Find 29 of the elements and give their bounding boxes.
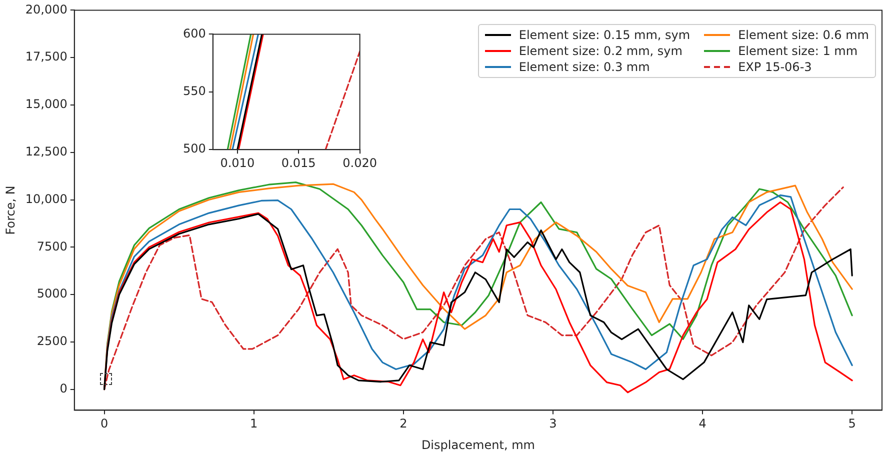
y-tick-label: 12,500	[25, 144, 68, 159]
legend-label: Element size: 0.2 mm, sym	[518, 44, 682, 58]
y-tick-label: 20,000	[25, 2, 68, 16]
y-tick-label: 15,000	[25, 97, 68, 112]
y-tick-label: 7500	[36, 239, 68, 254]
y-tick-label: 5000	[36, 286, 68, 301]
x-tick-label: 4	[698, 416, 706, 431]
x-tick-label: 0.020	[342, 156, 378, 170]
y-tick-label: 17,500	[25, 50, 68, 64]
x-tick-label: 3	[549, 416, 557, 431]
x-tick-label: 0	[100, 416, 108, 431]
y-axis-title: Force, N	[3, 186, 18, 235]
y-tick-label: 2500	[36, 334, 68, 348]
legend-label: Element size: 1 mm	[738, 44, 858, 58]
x-tick-label: 5	[848, 416, 856, 431]
y-tick-label: 0	[60, 381, 68, 396]
y-tick-label: 10,000	[25, 192, 68, 206]
x-tick-label: 0.015	[281, 156, 316, 170]
x-tick-label: 0.010	[220, 156, 255, 170]
legend-label: Element size: 0.3 mm	[518, 60, 650, 74]
x-tick-label: 2	[400, 416, 408, 431]
y-tick-label: 550	[183, 84, 206, 98]
legend-label: Element size: 0.15 mm, sym	[518, 28, 690, 42]
y-tick-label: 600	[183, 26, 206, 40]
x-axis-title: Displacement, mm	[421, 438, 535, 452]
x-tick-label: 1	[250, 416, 258, 431]
legend-label: Element size: 0.6 mm	[738, 28, 869, 42]
y-tick-label: 500	[183, 142, 206, 156]
legend-label: EXP 15-06-3	[738, 60, 812, 74]
